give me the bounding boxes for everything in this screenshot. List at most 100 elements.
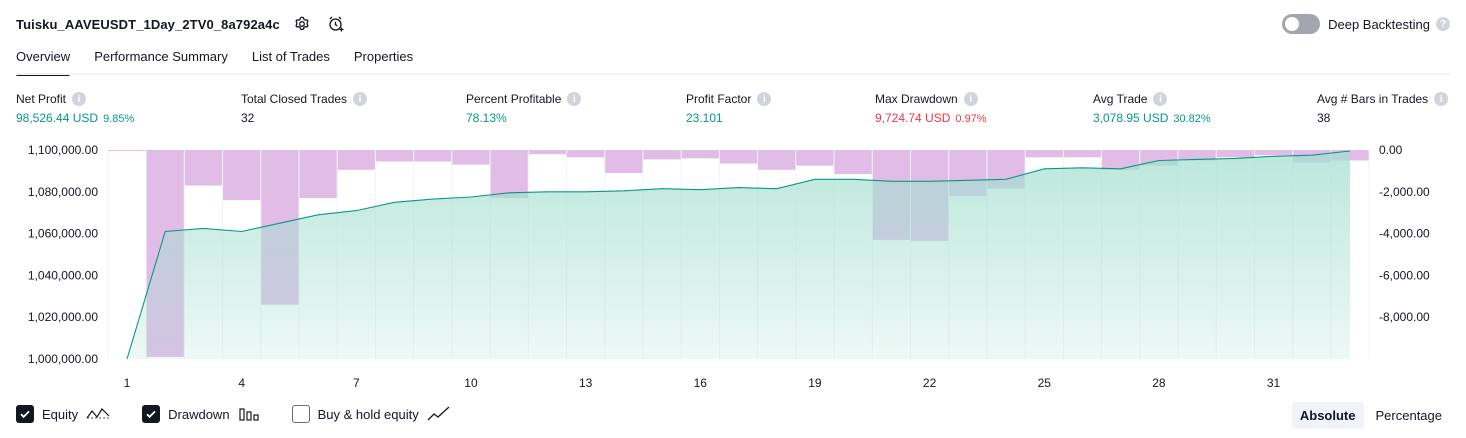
metric-value: 98,526.44 USD [16, 111, 99, 125]
y-right-tick-label: -2,000.00 [1379, 185, 1430, 199]
y-right-tick-label: -6,000.00 [1379, 268, 1430, 282]
drawdown-bar [1178, 150, 1216, 161]
x-tick-label: 25 [1038, 376, 1052, 390]
legend-label: Buy & hold equity [317, 406, 419, 422]
legend-equity[interactable]: Equity [16, 405, 110, 423]
tab-properties[interactable]: Properties [353, 49, 414, 64]
drawdown-bar [1254, 150, 1293, 156]
y-left-tick-label: 1,020,000.00 [28, 310, 98, 324]
drawdown-bar [414, 150, 452, 162]
equity-chart-svg: 1,100,000.00 1,080,000.00 1,060,000.00 1,04… [28, 143, 1430, 390]
metric-value: 32 [241, 111, 255, 125]
x-tick-label: 22 [923, 376, 937, 390]
x-tick-label: 19 [808, 376, 822, 390]
y-left-tick-label: 1,100,000.00 [28, 143, 98, 157]
equity-chart[interactable]: 1,100,000.00 1,080,000.00 1,060,000.00 1,04… [0, 135, 1466, 395]
drawdown-bar [184, 150, 223, 186]
info-icon[interactable]: i [963, 92, 978, 106]
metric-percent: 30.82% [1173, 113, 1211, 125]
metric-avg-bars: Avg # Bars in Trades i 38 [1317, 92, 1449, 125]
buy-hold-checkbox[interactable] [291, 405, 310, 423]
metric-avg-trade: Avg Trade i 3,078.95 USD 30.82% [1093, 92, 1211, 125]
gear-icon[interactable] [290, 12, 314, 36]
drawdown-bar [452, 150, 490, 165]
metric-label: Profit Factor [686, 92, 752, 106]
drawdown-bar [528, 150, 567, 155]
drawdown-bar [719, 150, 758, 164]
info-icon[interactable]: i [757, 92, 772, 106]
y-left-tick-label: 1,040,000.00 [28, 268, 98, 282]
metric-percent-profitable: Percent Profitable i 78.13% [466, 92, 582, 125]
info-icon[interactable]: i [1434, 92, 1449, 106]
metric-label: Net Profit [16, 92, 67, 106]
drawdown-bar [108, 150, 146, 152]
legend-label: Drawdown [168, 406, 230, 422]
x-tick-label: 31 [1267, 376, 1281, 390]
info-icon[interactable]: i [353, 92, 368, 106]
chart-legend: Equity Drawdown Buy & hold equity [16, 403, 483, 425]
drawdown-bar [375, 150, 414, 162]
drawdown-bar [643, 150, 681, 160]
y-right-tick-label: 0.00 [1379, 143, 1403, 157]
drawdown-bar [1216, 150, 1254, 158]
alarm-plus-icon[interactable] [324, 12, 348, 36]
tab-performance-summary[interactable]: Performance Summary [94, 49, 228, 64]
metric-total-closed-trades: Total Closed Trades i 32 [241, 92, 368, 125]
equity-line [126, 150, 1351, 360]
drawdown-bar [1102, 150, 1140, 170]
y-left-tick-label: 1,080,000.00 [28, 185, 98, 199]
absolute-button[interactable]: Absolute [1291, 401, 1364, 429]
value-mode-switch: Absolute Percentage [1288, 400, 1450, 430]
drawdown-checkbox[interactable] [142, 405, 161, 423]
y-left-tick-label: 1,000,000.00 [28, 352, 98, 366]
drawdown-bar [834, 150, 872, 175]
strategy-header: Tuisku_AAVEUSDT_1Day_2TV0_8a792a4c [16, 12, 348, 36]
y-right-tick-label: -4,000.00 [1379, 227, 1430, 241]
toggle-knob [1285, 17, 1300, 31]
info-icon[interactable]: i [72, 92, 87, 106]
metric-net-profit: Net Profit i 98,526.44 USD 9.85% [16, 92, 134, 125]
metric-value: 78.13% [466, 111, 507, 125]
y-right-tick-label: -8,000.00 [1379, 310, 1430, 324]
drawdown-bars-icon [238, 406, 260, 422]
metric-label: Percent Profitable [466, 92, 562, 106]
metric-label: Avg # Bars in Trades [1317, 92, 1429, 106]
drawdown-bar [1025, 150, 1063, 158]
equity-area [127, 151, 1350, 359]
x-tick-label: 7 [353, 376, 360, 390]
legend-buy-hold[interactable]: Buy & hold equity [291, 405, 451, 423]
legend-label: Equity [42, 406, 79, 422]
deep-backtesting-toggle[interactable] [1282, 14, 1321, 34]
drawdown-bar [681, 150, 719, 159]
drawdown-bar [796, 150, 834, 166]
tab-list-of-trades[interactable]: List of Trades [251, 49, 330, 64]
metric-value: 23.101 [686, 111, 723, 125]
x-tick-label: 1 [124, 376, 131, 390]
equity-checkbox[interactable] [16, 405, 34, 423]
question-icon[interactable]: ? [1436, 17, 1450, 31]
drawdown-bar [490, 150, 528, 199]
x-tick-label: 10 [464, 376, 478, 390]
drawdown-bar [223, 150, 261, 201]
y-left-tick-label: 1,060,000.00 [28, 227, 98, 241]
deep-backtesting-label: Deep Backtesting [1328, 16, 1430, 32]
metrics-row: Net Profit i 98,526.44 USD 9.85% Total Clo… [0, 92, 1466, 132]
report-tabs: Overview Performance Summary List of Tra… [16, 46, 437, 76]
drawdown-bar [605, 150, 643, 173]
drawdown-bar [1063, 150, 1102, 158]
info-icon[interactable]: i [567, 92, 582, 106]
metric-value: 3,078.95 USD [1093, 111, 1169, 125]
metric-value: 38 [1317, 111, 1331, 125]
x-tick-label: 13 [579, 376, 593, 390]
metric-max-drawdown: Max Drawdown i 9,724.74 USD 0.97% [875, 92, 987, 125]
deep-backtesting: Deep Backtesting ? [1282, 12, 1450, 36]
drawdown-bar [567, 150, 605, 158]
metric-label: Avg Trade [1093, 92, 1148, 106]
info-icon[interactable]: i [1153, 92, 1168, 106]
metric-label: Max Drawdown [875, 92, 958, 106]
percentage-button[interactable]: Percentage [1375, 407, 1443, 423]
drawdown-bar [299, 150, 337, 199]
tab-overview[interactable]: Overview [16, 46, 71, 76]
x-tick-label: 16 [694, 376, 708, 390]
legend-drawdown[interactable]: Drawdown [142, 405, 259, 423]
